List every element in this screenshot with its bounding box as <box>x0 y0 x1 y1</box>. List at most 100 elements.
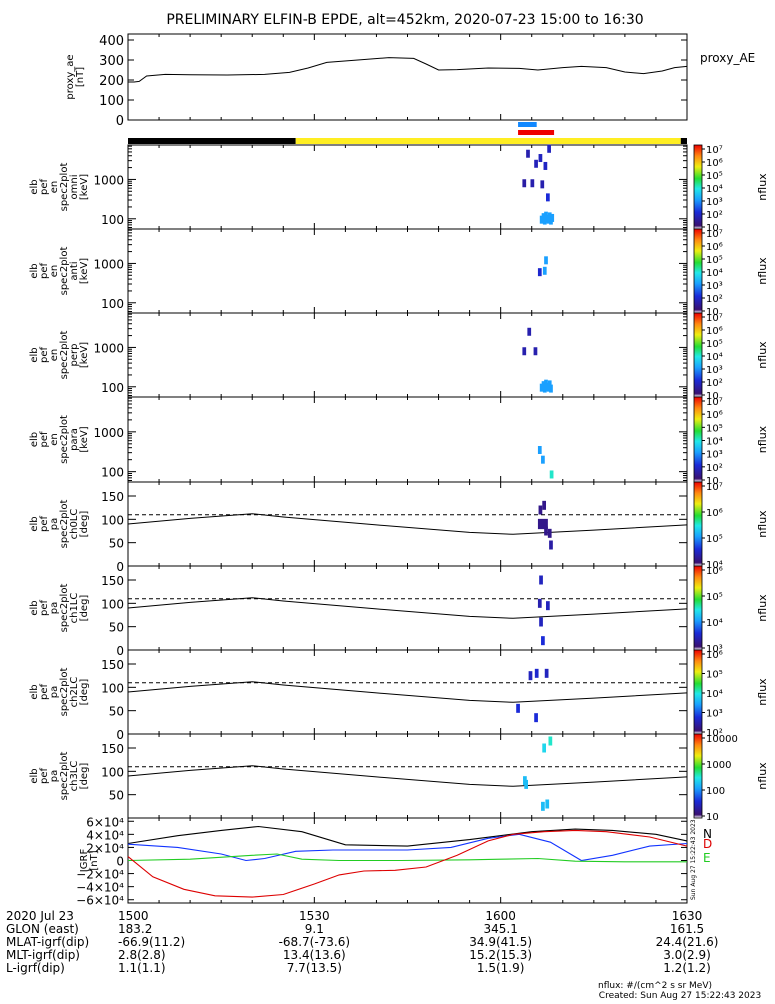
panel-en-anti: 100 1000 elb pef en spec2plot anti [keV] 10 10² 10… <box>29 228 769 318</box>
colorbar-tick-label: 10 <box>706 476 719 487</box>
ylabel-text: pef <box>39 347 50 364</box>
spectrogram-cell <box>539 575 543 585</box>
colorbar-tick-label: 10⁶ <box>706 326 723 337</box>
spectrogram-cell <box>516 703 520 713</box>
y-tick-label: 150 <box>101 574 124 588</box>
colorbar <box>693 312 703 398</box>
info-row-label: L-igrf(dip) <box>6 961 65 975</box>
spectrogram-cell <box>547 212 552 221</box>
y-tick-label: −2×10⁴ <box>76 868 124 882</box>
panel-frame <box>127 33 688 121</box>
panel-pa-ch3LC: 50 100 150 elb pef pa spec2plot ch3LC [deg] 10 100… <box>29 733 769 823</box>
panel-en-omni: 100 1000 elb pef en spec2plot omni [keV] 10 10² 10… <box>29 144 769 234</box>
y-tick-label: 100 <box>101 381 124 395</box>
colorbar-label: nflux <box>756 594 769 622</box>
info-row-value: 9.1 <box>305 922 324 936</box>
info-row-label: GLON (east) <box>6 922 79 936</box>
y-tick-label: 100 <box>101 681 124 695</box>
panel-en-para: 100 1000 elb pef en spec2plot para [keV] 10 10² 10… <box>29 396 769 487</box>
colorbar <box>693 481 703 567</box>
info-row-value: -66.9(11.2) <box>118 935 185 949</box>
y-tick-label: 1000 <box>93 257 124 271</box>
info-row-value: 34.9(41.5) <box>469 935 532 949</box>
panel-frame <box>127 733 688 819</box>
orbit-info-table: 2020 Jul 23 1500 1530 1600 1630 GLON (east) 18… <box>6 909 718 975</box>
ylabel-text: en <box>49 265 60 278</box>
plot-title: PRELIMINARY ELFIN-B EPDE, alt=452km, 202… <box>166 12 643 28</box>
spectrogram-cell <box>544 256 548 265</box>
status-segment <box>680 138 687 144</box>
colorbar-tick-label: 10³ <box>706 450 723 461</box>
y-tick-label: 100 <box>99 94 124 109</box>
colorbar-tick-label: 10⁵ <box>706 339 723 350</box>
spectrogram-cell <box>542 500 547 510</box>
y-tick-label: 100 <box>101 297 124 311</box>
colorbar-tick-label: 10⁶ <box>706 158 723 169</box>
ylabel-text: elb <box>29 432 40 447</box>
colorbar <box>693 649 703 735</box>
ylabel-text: elb <box>29 179 40 194</box>
info-row-value: 1.1(1.1) <box>118 961 166 975</box>
y-tick-label: −6×10⁴ <box>76 894 124 908</box>
y-tick-label: 50 <box>109 621 124 635</box>
ylabel-text: pef <box>39 179 50 196</box>
spectrogram-cell <box>543 161 548 170</box>
spectrogram-cell <box>541 636 545 646</box>
spectrogram-cell <box>542 216 547 225</box>
colorbar-tick-label: 10⁵ <box>706 171 723 182</box>
colorbar-tick-label: 10⁷ <box>706 397 723 408</box>
y-tick-label: 50 <box>109 705 124 719</box>
y-tick-label: 300 <box>99 54 124 69</box>
info-row-value: 1600 <box>485 909 516 923</box>
spectrogram-cell <box>547 144 551 153</box>
igrf-line <box>127 825 688 847</box>
colorbar-tick-label: 10⁷ <box>706 313 723 324</box>
y-tick-label: 50 <box>109 789 124 803</box>
colorbar-tick-label: 10⁶ <box>706 508 723 519</box>
colorbar-tick-label: 10000 <box>706 734 738 745</box>
ylabel-text: ch2LC <box>69 677 80 708</box>
spectrogram-cell <box>541 801 545 811</box>
colorbar-tick-label: 10 <box>706 812 719 823</box>
ylabel-text: [nT] <box>89 850 100 870</box>
spectrogram-cell <box>546 193 550 202</box>
y-tick-label: 0 <box>116 855 124 869</box>
colorbar <box>693 144 703 230</box>
spectrogram-cell <box>534 713 538 723</box>
info-row-value: 1630 <box>672 909 703 923</box>
colorbar-tick-label: 10⁷ <box>706 482 723 493</box>
ylabel-text: perp <box>69 344 80 367</box>
colorbar-tick-label: 10⁵ <box>706 255 723 266</box>
ylabel-text: pef <box>39 684 50 701</box>
panel-frame <box>127 396 688 483</box>
ylabel-text: spec2plot <box>59 163 70 212</box>
ylabel-text: pef <box>39 431 50 448</box>
ylabel-text: ch1LC <box>69 593 80 624</box>
status-marker <box>518 122 537 127</box>
colorbar-tick-label: 10⁴ <box>706 689 723 700</box>
created-note: Created: Sun Aug 27 15:22:43 2023 <box>599 991 761 1000</box>
spectrogram-cell <box>550 213 555 222</box>
colorbar-tick-label: 10² <box>706 463 723 474</box>
spectrogram-cell <box>542 384 547 393</box>
ylabel-text: [keV] <box>79 174 90 200</box>
ylabel-text: para <box>69 428 80 451</box>
colorbar-tick-label: 10³ <box>706 644 723 655</box>
y-tick-label: 2×10⁴ <box>86 841 124 855</box>
spectrogram-cell <box>537 518 548 530</box>
colorbar-label: nflux <box>756 510 769 538</box>
y-tick-label: 50 <box>109 537 124 551</box>
info-row-value: 15.2(15.3) <box>469 948 532 962</box>
colorbar-tick-label: 10⁶ <box>706 410 723 421</box>
panel-en-perp: 100 1000 elb pef en spec2plot perp [keV] 10 10² 10… <box>29 312 769 402</box>
y-tick-label: 4×10⁴ <box>86 828 124 842</box>
ylabel-text: pa <box>49 518 60 530</box>
spectrogram-cell <box>548 736 553 746</box>
ylabel-text: pef <box>39 768 50 785</box>
spectrogram-cell <box>539 617 543 627</box>
